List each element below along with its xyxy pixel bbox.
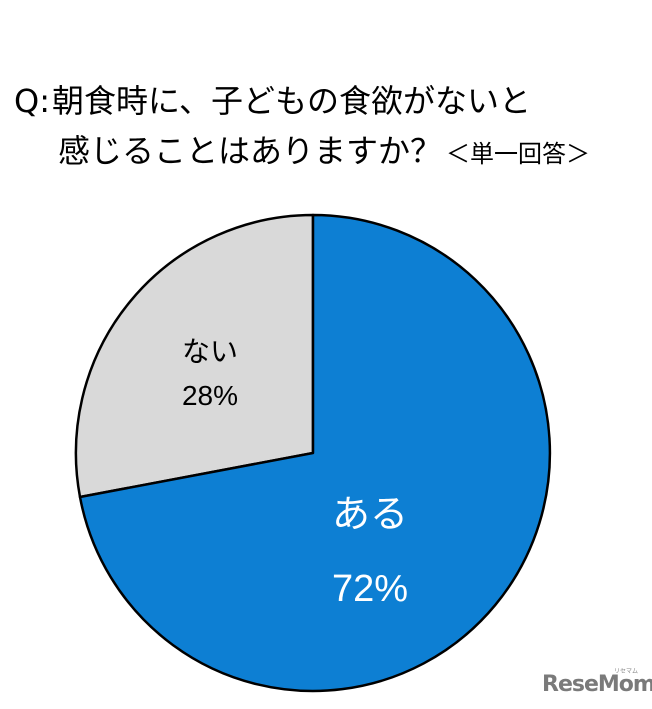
question-text-line2: 感じることはありますか？ [58, 132, 443, 170]
slice-label-aru-value: 72% [331, 568, 409, 610]
slice-label-nai: ない 28% [150, 330, 270, 418]
pie-slice-nai [74, 213, 315, 499]
resemom-logo: ReseMom [542, 672, 652, 697]
question-text-line1: 朝食時に、子どもの食欲がないと [51, 82, 532, 120]
pie-slice-aru [78, 213, 552, 693]
answer-type-note: ＜単一回答＞ [446, 140, 591, 168]
chart-title-line2: 感じることはありますか？ ＜単一回答＞ [58, 126, 590, 172]
slice-label-aru: ある 72% [300, 478, 440, 626]
slice-label-aru-name: ある [331, 494, 408, 536]
slice-label-nai-value: 28% [181, 380, 239, 411]
slice-label-nai-name: ない [181, 336, 238, 367]
chart-title-line1: Q:朝食時に、子どもの食欲がないと [14, 76, 531, 122]
question-prefix: Q: [14, 82, 50, 120]
resemom-logo-ruby: リセマム [614, 668, 639, 675]
